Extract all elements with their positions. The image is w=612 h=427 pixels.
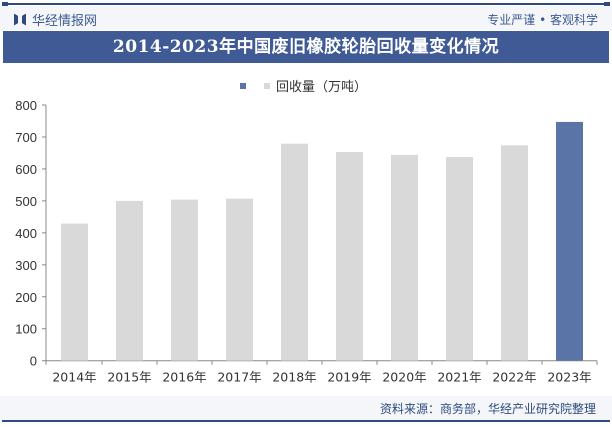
bar-2020年 bbox=[391, 154, 418, 361]
bar-2018年 bbox=[281, 143, 308, 361]
x-tick-label: 2016年 bbox=[162, 370, 206, 385]
bar-2017年 bbox=[226, 198, 253, 361]
slogan: 专业严谨 • 客观科学 bbox=[487, 13, 598, 27]
legend-label: 回收量（万吨） bbox=[276, 80, 368, 95]
y-tick-label: 800 bbox=[15, 98, 37, 113]
y-tick-label: 500 bbox=[15, 194, 37, 209]
x-tick-label: 2015年 bbox=[107, 370, 151, 385]
book-logo-icon bbox=[14, 13, 26, 26]
bar-2021年 bbox=[446, 157, 473, 361]
x-tick-label: 2018年 bbox=[272, 370, 316, 385]
bar-2014年 bbox=[61, 223, 88, 361]
x-tick-label: 2022年 bbox=[492, 370, 536, 385]
bar-2022年 bbox=[501, 145, 528, 361]
source-note: 资料来源：商务部，华经产业研究院整理 bbox=[379, 402, 596, 416]
bar-2019年 bbox=[336, 151, 363, 361]
chart-title: 2014-2023年中国废旧橡胶轮胎回收量变化情况 bbox=[3, 31, 609, 63]
brand: 华经情报网 bbox=[14, 10, 97, 29]
y-tick-label: 300 bbox=[15, 258, 37, 273]
legend-swatch-default-icon bbox=[264, 82, 270, 89]
header-bar: 华经情报网 专业严谨 • 客观科学 bbox=[0, 6, 612, 30]
x-tick-label: 2021年 bbox=[437, 370, 481, 385]
footer-bar: 资料来源：商务部，华经产业研究院整理 bbox=[0, 396, 612, 420]
x-tick-label: 2023年 bbox=[547, 370, 591, 385]
y-tick-label: 0 bbox=[30, 354, 37, 369]
legend-swatch-highlight-icon bbox=[240, 82, 246, 89]
bar-2016年 bbox=[171, 199, 198, 361]
y-tick-label: 100 bbox=[15, 322, 37, 337]
bar-chart: 0 100 200 300 400 500 600 700 800 2014年 2015年 2016年… bbox=[15, 98, 598, 385]
bar-2015年 bbox=[116, 200, 143, 361]
x-tick-label: 2019年 bbox=[327, 370, 371, 385]
bottom-rule bbox=[2, 420, 610, 422]
x-tick-label: 2020年 bbox=[382, 370, 426, 385]
top-rule bbox=[2, 2, 610, 6]
y-tick-label: 200 bbox=[15, 290, 37, 305]
y-tick-label: 400 bbox=[15, 226, 37, 241]
x-tick-label: 2017年 bbox=[217, 370, 261, 385]
legend: 回收量（万吨） bbox=[240, 76, 367, 95]
x-tick-label: 2014年 bbox=[52, 370, 96, 385]
y-tick-label: 600 bbox=[15, 162, 37, 177]
brand-name: 华经情报网 bbox=[32, 14, 98, 29]
y-tick-label: 700 bbox=[15, 130, 37, 145]
bar-2023年 bbox=[556, 121, 583, 361]
